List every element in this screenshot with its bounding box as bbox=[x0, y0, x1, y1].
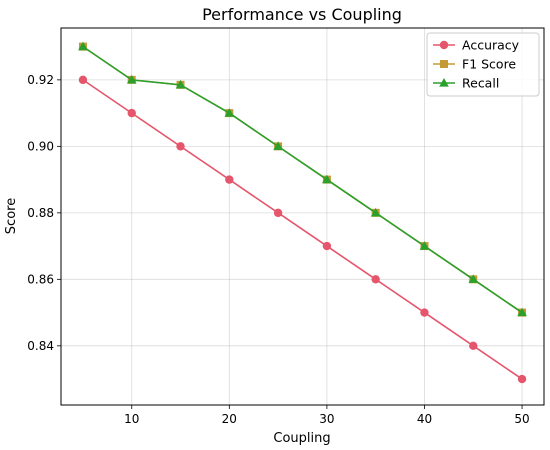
data-point-recall bbox=[224, 108, 235, 117]
x-tick-label: 30 bbox=[319, 412, 334, 426]
data-point-accuracy bbox=[127, 108, 136, 118]
data-point-accuracy bbox=[273, 208, 283, 218]
y-tick-label: 0.84 bbox=[27, 339, 54, 353]
data-point-recall bbox=[273, 141, 283, 150]
legend-box bbox=[426, 32, 540, 97]
y-tick-label: 0.90 bbox=[27, 139, 54, 153]
data-point-recall bbox=[126, 74, 137, 84]
y-tick-label: 0.88 bbox=[27, 206, 54, 220]
data-point-recall bbox=[322, 174, 332, 184]
data-point-accuracy bbox=[371, 275, 380, 284]
legend-swatch-marker-f1-score bbox=[440, 60, 448, 68]
x-tick-label: 20 bbox=[222, 412, 237, 426]
data-point-accuracy bbox=[517, 374, 527, 384]
x-tick-label: 10 bbox=[124, 412, 139, 426]
data-point-accuracy bbox=[176, 142, 185, 151]
legend-swatch-marker-accuracy bbox=[439, 40, 449, 50]
data-point-recall bbox=[419, 241, 430, 250]
y-axis-title: Score bbox=[4, 198, 19, 234]
series-line-recall bbox=[82, 45, 523, 314]
y-tick-label: 0.92 bbox=[27, 73, 54, 87]
x-axis-title: Coupling bbox=[273, 431, 330, 446]
x-tick-label: 40 bbox=[417, 412, 432, 426]
data-point-recall bbox=[517, 307, 527, 317]
chart-title: Performance vs Coupling bbox=[202, 5, 402, 24]
legend-label-recall: Recall bbox=[462, 76, 499, 91]
data-point-recall bbox=[468, 274, 479, 283]
data-point-recall bbox=[78, 41, 88, 51]
y-tick-label: 0.86 bbox=[27, 272, 54, 286]
x-tick-label: 50 bbox=[514, 412, 529, 426]
plot-frame bbox=[60, 27, 545, 406]
series-group bbox=[78, 41, 527, 384]
data-point-accuracy bbox=[78, 75, 88, 85]
legend-label-accuracy: Accuracy bbox=[462, 38, 520, 53]
series-recall bbox=[78, 41, 527, 317]
data-point-accuracy bbox=[322, 241, 332, 251]
data-point-recall bbox=[370, 207, 381, 217]
series-accuracy bbox=[78, 75, 527, 384]
legend-swatch-marker-recall bbox=[439, 78, 449, 87]
axis-ticks: 10 20 30 40 50 0.84 0.86 0.88 0.90 0.92 bbox=[27, 73, 529, 426]
data-point-accuracy bbox=[469, 341, 478, 351]
legend: Accuracy F1 Score Recall bbox=[426, 32, 540, 97]
legend-label-f1-score: F1 Score bbox=[462, 57, 516, 72]
data-point-accuracy bbox=[420, 308, 429, 317]
data-point-accuracy bbox=[225, 175, 234, 184]
series-line-accuracy bbox=[82, 79, 523, 380]
data-point-recall bbox=[175, 79, 186, 89]
